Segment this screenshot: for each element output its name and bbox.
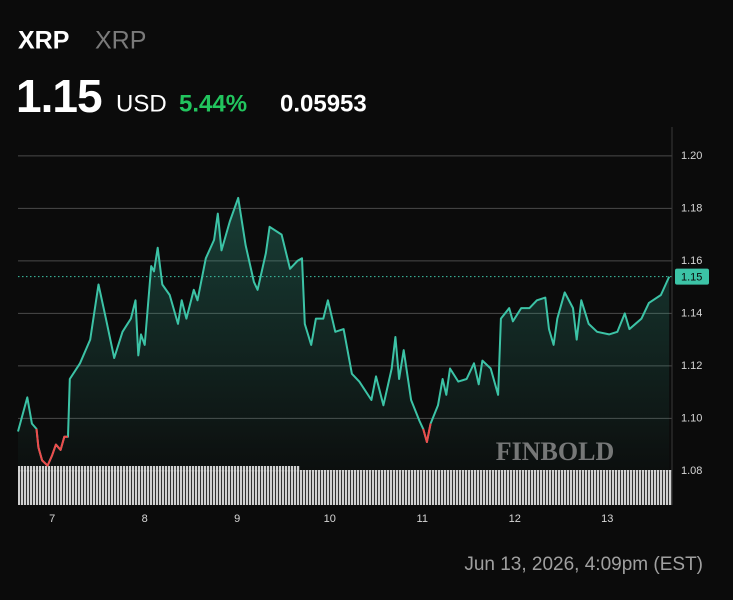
last-price-label: 1.15	[681, 272, 702, 284]
y-tick-label: 1.14	[681, 307, 702, 319]
x-tick-label: 12	[509, 513, 521, 525]
y-tick-label: 1.08	[681, 465, 702, 477]
y-tick-label: 1.18	[681, 202, 702, 214]
y-tick-label: 1.16	[681, 255, 702, 267]
x-tick-label: 10	[324, 513, 336, 525]
price: 1.15	[16, 70, 102, 122]
y-tick-label: 1.12	[681, 360, 702, 372]
symbol: XRP	[18, 27, 69, 55]
price-line	[35, 423, 432, 467]
x-tick-label: 9	[234, 513, 240, 525]
watermark: FINBOLD	[496, 437, 614, 466]
y-tick-label: 1.20	[681, 150, 702, 162]
timestamp: Jun 13, 2026, 4:09pm (EST)	[464, 554, 703, 575]
y-tick-label: 1.10	[681, 412, 702, 424]
volume-band	[18, 466, 672, 505]
x-tick-label: 11	[417, 513, 428, 525]
change: 0.05953	[280, 90, 367, 117]
currency: USD	[116, 90, 167, 117]
price-line	[17, 196, 671, 467]
change-percent: 5.44%	[179, 90, 247, 117]
x-tick-label: 13	[601, 513, 613, 525]
x-tick-label: 7	[49, 513, 55, 525]
x-tick-label: 8	[142, 513, 148, 525]
last-price-box	[675, 268, 709, 285]
asset-name: XRP	[95, 27, 146, 55]
